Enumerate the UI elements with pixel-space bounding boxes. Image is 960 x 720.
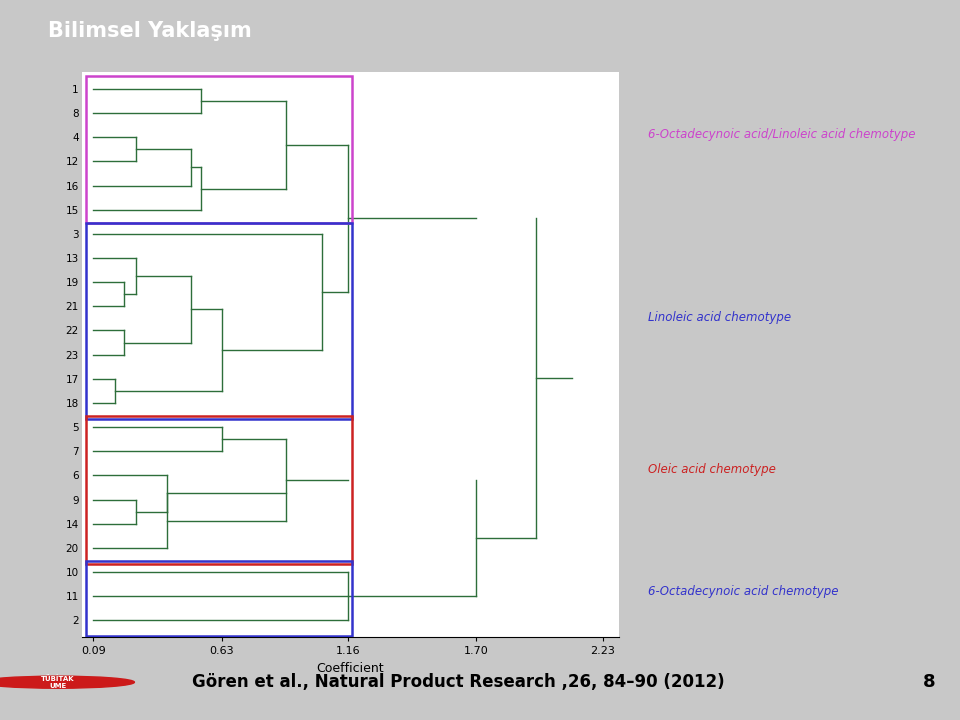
Text: Gören et al., Natural Product Research ,26, 84–90 (2012): Gören et al., Natural Product Research ,…: [192, 673, 725, 691]
Bar: [86, 561, 351, 636]
Text: Linoleic acid chemotype: Linoleic acid chemotype: [648, 311, 791, 324]
Text: Bilimsel Yaklaşım: Bilimsel Yaklaşım: [48, 21, 252, 40]
X-axis label: Coefficient: Coefficient: [317, 662, 384, 675]
Text: TÜBİTAK
UME: TÜBİTAK UME: [40, 675, 75, 689]
Text: Oleic acid chemotype: Oleic acid chemotype: [648, 463, 776, 476]
Circle shape: [0, 676, 134, 688]
Bar: [86, 416, 351, 564]
Text: 6-Octadecynoic acid chemotype: 6-Octadecynoic acid chemotype: [648, 585, 838, 598]
Bar: [86, 223, 351, 418]
Text: 6-Octadecynoic acid/Linoleic acid chemotype: 6-Octadecynoic acid/Linoleic acid chemot…: [648, 127, 916, 140]
Bar: [86, 76, 351, 223]
Text: 8: 8: [924, 673, 936, 691]
